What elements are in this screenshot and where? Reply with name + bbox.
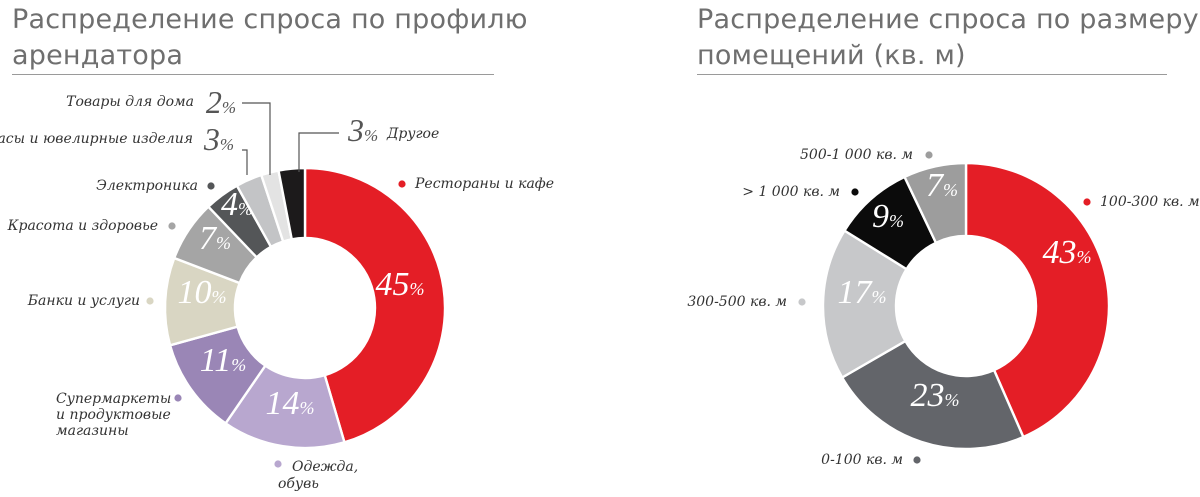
donut-slice (303, 166, 447, 444)
category-label: Другое (386, 126, 439, 142)
slice-value-label: 3% (347, 112, 378, 148)
leader-line (298, 132, 339, 172)
leader-line (242, 149, 248, 175)
left-title-line-2: арендатора (12, 40, 184, 71)
category-label: > 1 000 кв. м (742, 184, 840, 200)
legend-dot (925, 151, 933, 159)
category-label: 300-500 кв. м (687, 294, 787, 310)
slice-value-label: 10% (178, 274, 227, 311)
category-label: и продуктовые (56, 407, 171, 423)
slice-value-label: 3% (203, 121, 234, 157)
slice-value-label: 7% (926, 167, 958, 204)
slice-value-label: 7% (199, 220, 231, 257)
left-title-line-1: Распределение спроса по профилю (12, 4, 528, 35)
legend-dot (851, 188, 859, 196)
category-label: Товары для дома (66, 94, 194, 110)
category-label: магазины (56, 423, 129, 439)
category-label: 100-300 кв. м (1100, 194, 1200, 210)
donut-slice (902, 161, 968, 245)
right-title-line-1: Распределение спроса по размеру (697, 4, 1199, 35)
legend-dot (1083, 198, 1091, 206)
category-label: Банки и услуги (27, 293, 140, 309)
leader-line (242, 102, 271, 175)
category-label: Часы и ювелирные изделия (0, 131, 193, 147)
donut-slice (840, 339, 1025, 451)
right-title-line-2: помещений (кв. м) (697, 40, 966, 71)
donut-slice (277, 166, 307, 241)
category-label: 500-1 000 кв. м (800, 147, 913, 163)
slice-value-label: 2% (206, 84, 236, 120)
legend-dot (913, 456, 921, 464)
right-title-rule (697, 74, 1167, 75)
legend-dot (168, 222, 176, 230)
legend-dot (798, 298, 806, 306)
category-label: Электроника (96, 178, 198, 194)
donut-slice (821, 228, 909, 380)
legend-dot (207, 182, 215, 190)
left-chart-title: Распределение спроса по профилю арендато… (12, 2, 528, 74)
slice-value-label: 23% (911, 377, 960, 414)
slice-value-label: 43% (1043, 234, 1092, 271)
donut-chart-tenant-profile: 45% Рестораны и кафе 14% Одежда,обувь 11% Суп… (0, 84, 554, 492)
category-label: Рестораны и кафе (414, 176, 554, 192)
legend-dot (398, 180, 406, 188)
right-chart-title: Распределение спроса по размеру помещени… (697, 2, 1199, 74)
donut-slice (964, 161, 1111, 439)
category-label: Красота и здоровье (7, 218, 158, 234)
legend-dot (146, 297, 154, 305)
legend-dot (274, 460, 282, 468)
category-label: Одежда, (292, 459, 358, 475)
donut-chart-premises-size: 43% 100-300 кв. м 23% 0-100 кв. м 17% 300-500… (687, 147, 1199, 468)
category-label: Супермаркеты (56, 391, 171, 407)
slice-value-label: 11% (200, 342, 246, 379)
slice-value-label: 45% (376, 266, 425, 303)
left-title-rule (12, 74, 494, 75)
legend-dot (174, 394, 182, 402)
slice-value-label: 14% (266, 385, 315, 422)
slice-value-label: 17% (838, 274, 887, 311)
slice-value-label: 9% (872, 198, 904, 235)
category-label: 0-100 кв. м (821, 452, 903, 468)
category-label: обувь (278, 476, 319, 492)
